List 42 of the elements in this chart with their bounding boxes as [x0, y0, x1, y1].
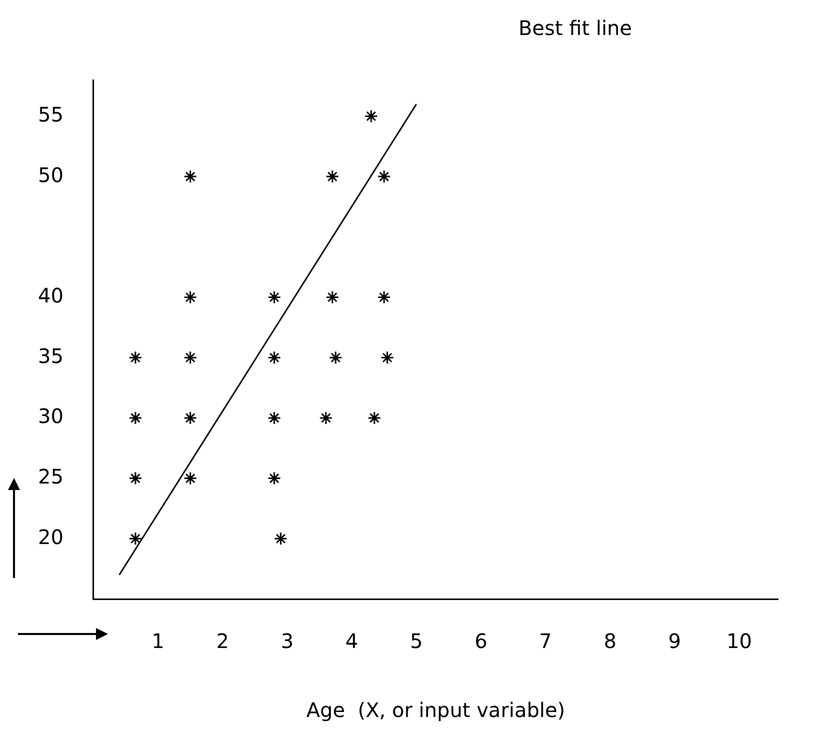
point [328, 350, 342, 364]
point [268, 350, 282, 364]
y-tick-label: 30 [38, 404, 64, 428]
x-axis-title: Age (X, or input variable) [306, 698, 566, 722]
x-tick-label: 2 [216, 629, 229, 654]
point [274, 532, 288, 546]
point [184, 411, 198, 425]
y-tick-label: 35 [38, 344, 64, 368]
point [268, 472, 282, 486]
point [268, 411, 282, 425]
y-tick-label: 55 [38, 102, 64, 126]
point [377, 290, 391, 304]
point [128, 532, 142, 546]
x-tick-label: 10 [726, 629, 752, 654]
y-tick-label: 40 [38, 283, 64, 308]
point [326, 170, 340, 184]
x-tick-label: 7 [539, 629, 552, 654]
x-tick-label: 8 [604, 629, 616, 654]
point [268, 290, 282, 304]
x-tick-label: 9 [668, 629, 682, 654]
point [184, 290, 198, 304]
x-tick-label: 6 [474, 629, 488, 654]
point [184, 472, 198, 486]
point [377, 170, 391, 184]
point [364, 109, 378, 123]
text: Best fit line [517, 15, 633, 42]
x-tick-label: 4 [345, 629, 358, 654]
y-tick-label: 50 [38, 162, 64, 187]
point [319, 411, 333, 425]
y-tick-label: 25 [38, 464, 64, 489]
x-tick-label: 5 [410, 629, 423, 654]
point [184, 170, 198, 184]
x-tick-label: 1 [152, 629, 164, 654]
y-tick-label: 20 [38, 524, 64, 549]
point [128, 350, 142, 364]
point [128, 411, 142, 425]
point [380, 350, 394, 364]
point [326, 290, 340, 304]
x-tick-label: 3 [280, 629, 294, 654]
point [128, 472, 142, 486]
point [184, 350, 198, 364]
point [368, 411, 382, 425]
